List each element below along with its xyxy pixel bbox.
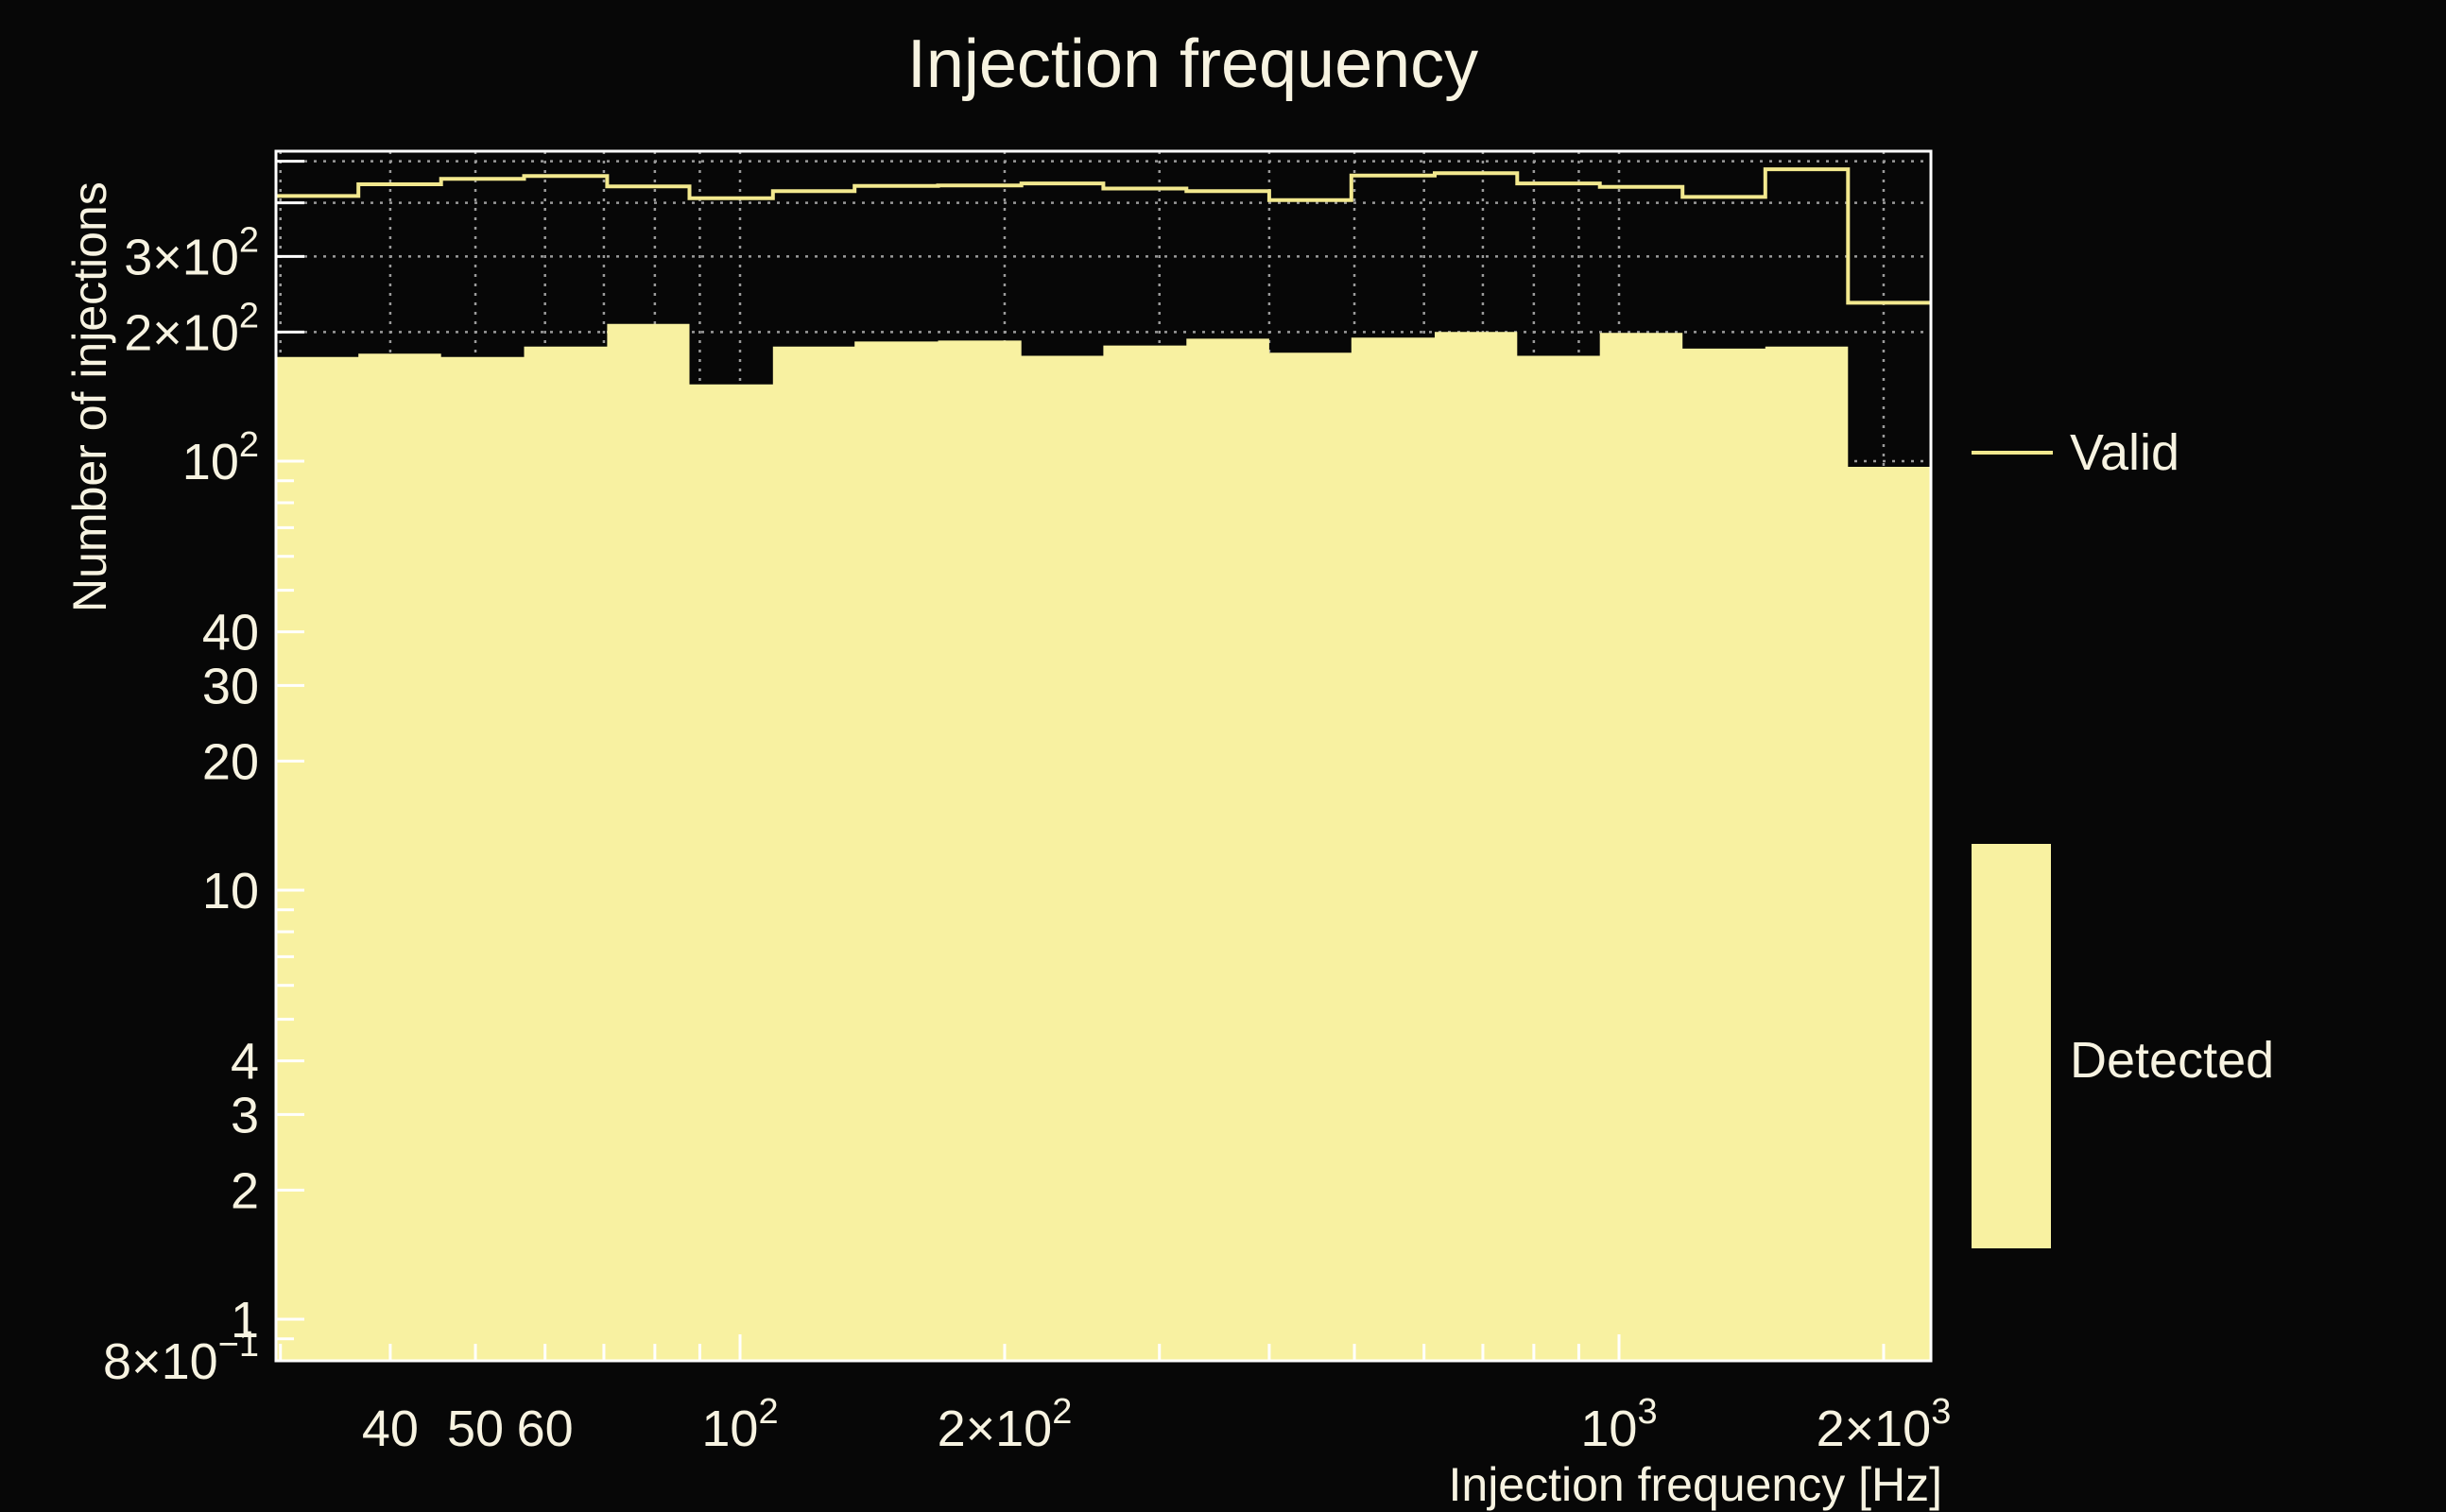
x-tick-label: 103 (1580, 1392, 1657, 1457)
x-tick-label: 2×102 (938, 1392, 1073, 1457)
plot-frame (274, 149, 1933, 1363)
x-tick-labels: 40 50 60 102 2×102 103 2×103 (362, 1392, 1951, 1457)
detected-histogram-fill (276, 323, 1931, 1362)
y-tick-label: 40 (202, 605, 259, 662)
valid-histogram-line (276, 167, 1931, 305)
y-tick-label: 10 (202, 863, 259, 919)
x-tick-label: 60 (517, 1400, 574, 1457)
valid-legend-label: Valid (2070, 424, 2179, 481)
y-tick-label: 102 (182, 425, 259, 490)
y-tick-label: 8×10−1 (103, 1325, 259, 1390)
y-tick-label: 4 (231, 1034, 259, 1091)
y-tick-label: 3 (231, 1087, 259, 1143)
detected-legend-fill-swatch (1972, 844, 2051, 1248)
axis-ticks (276, 160, 1886, 1363)
x-tick-label: 50 (447, 1400, 504, 1457)
y-tick-label: 30 (202, 658, 259, 714)
y-axis-title: Number of injections (63, 181, 116, 612)
chart-title: Injection frequency (907, 26, 1478, 102)
y-tick-label: 2 (231, 1162, 259, 1219)
legend: Valid Detected (1972, 424, 2274, 1248)
detected-legend-label: Detected (2070, 1032, 2274, 1089)
y-tick-label: 1 (231, 1292, 259, 1349)
y-tick-label: 20 (202, 733, 259, 790)
y-tick-label: 2×102 (124, 296, 259, 361)
x-tick-label: 2×103 (1817, 1392, 1952, 1457)
x-tick-label: 40 (362, 1400, 419, 1457)
y-tick-label: 3×102 (124, 220, 259, 285)
x-tick-label: 102 (701, 1392, 778, 1457)
x-axis-title: Injection frequency [Hz] (1449, 1458, 1943, 1511)
